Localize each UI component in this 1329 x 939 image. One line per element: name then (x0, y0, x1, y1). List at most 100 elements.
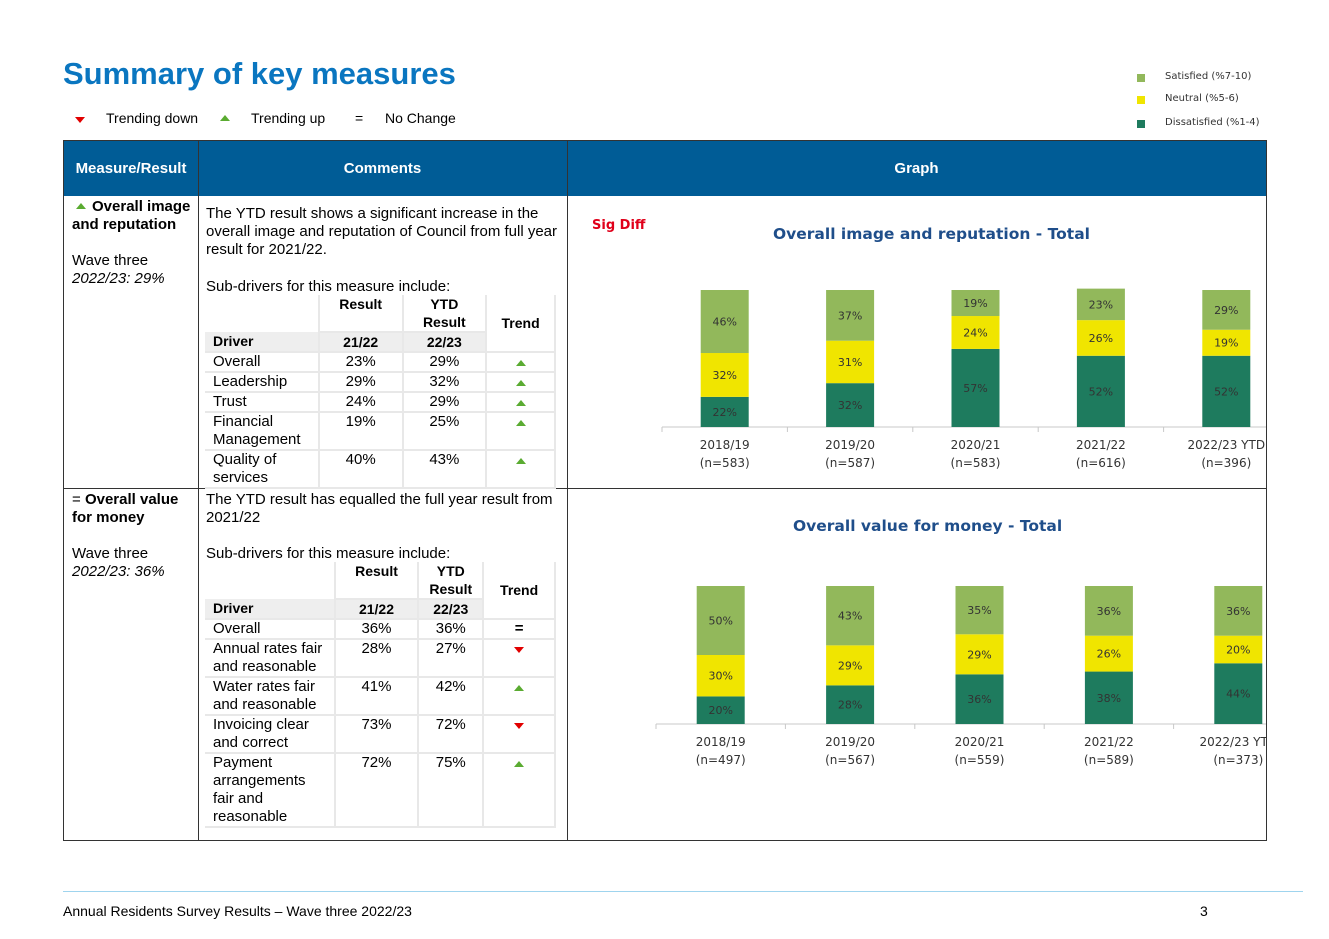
legend-swatch-neutral (1137, 96, 1145, 104)
col-year-1: 21/22 (318, 332, 404, 353)
measure-cell-value: = Overall value for money Wave three 202… (72, 491, 194, 581)
table-row: Leadership 29% 32% (205, 372, 556, 393)
x-tick-sample-size: (n=587) (825, 456, 875, 470)
bar-segment (696, 655, 745, 697)
table-row: Overall 23% 29% (205, 352, 556, 373)
data-label: 23% (1089, 298, 1113, 311)
x-tick-sample-size: (n=583) (951, 456, 1001, 470)
subdriver-table: Result YTD Result Trend Driver 21/22 22/… (205, 295, 556, 489)
x-tick-sample-size: (n=589) (1084, 753, 1134, 767)
x-tick-sample-size: (n=497) (696, 753, 746, 767)
bar-segment (955, 674, 1004, 724)
bar-segment (1214, 663, 1263, 724)
result-2223: 29% (402, 352, 488, 373)
col-trend: Trend (483, 562, 556, 620)
result-2122: 36% (334, 619, 420, 640)
key-trending-down-label: Trending down (106, 110, 199, 126)
measure-title: Overall value for money (72, 491, 179, 526)
bar-segment (955, 634, 1004, 675)
subdrivers-intro: Sub-drivers for this measure include: (206, 545, 451, 562)
result-2223: 27% (418, 639, 485, 678)
footer-text: Annual Residents Survey Results – Wave t… (63, 903, 412, 919)
result-2223: 36% (418, 619, 485, 640)
data-label: 19% (1214, 337, 1238, 350)
legend-swatch-dissatisfied (1137, 120, 1145, 128)
data-label: 22% (712, 406, 736, 419)
table-row: Water rates fair and reasonable 41% 42% (205, 677, 556, 716)
bar-segment (826, 645, 875, 686)
result-2223: 29% (402, 392, 488, 413)
bar-segment (1214, 586, 1263, 636)
bar-segment (1202, 290, 1251, 330)
data-label: 36% (1226, 605, 1250, 618)
data-label: 28% (838, 699, 862, 712)
sig-diff-annotation: Sig Diff (592, 218, 646, 233)
x-tick-sample-size: (n=373) (1213, 753, 1263, 767)
trending-up-icon (220, 115, 230, 121)
no-change-icon: = (72, 491, 81, 508)
bar-segment (1084, 586, 1133, 636)
result-2122: 29% (318, 372, 404, 393)
bar-segment (1076, 355, 1125, 427)
data-label: 52% (1089, 385, 1113, 398)
wave-label: Wave three (72, 252, 149, 269)
trending-up-icon (515, 420, 526, 426)
bar-segment (696, 586, 745, 655)
chart-value-for-money: 20% 30% 50% 2018/19 (n=497) 28% 29% 43% 2019/20 (… (655, 586, 1266, 767)
x-tick-label: 2021/22 (1076, 438, 1126, 452)
data-label: 24% (963, 326, 987, 339)
result-2122: 28% (334, 639, 420, 678)
bar-segment (1084, 671, 1133, 724)
row-divider (64, 488, 1266, 489)
bar-segment (696, 696, 745, 724)
driver-name: Quality of services (205, 450, 320, 489)
x-tick-label: 2021/22 (1084, 735, 1134, 749)
table-row: Overall 36% 36% = (205, 619, 556, 640)
data-label: 26% (1097, 648, 1121, 661)
col-result: Result (334, 562, 420, 600)
bar-segment (951, 348, 1000, 427)
table-row: Quality of services 40% 43% (205, 450, 556, 489)
data-label: 29% (967, 648, 991, 661)
column-divider (198, 141, 199, 841)
bar-segment (826, 340, 875, 384)
no-change-icon: = (483, 619, 556, 640)
driver-name: Payment arrangements fair and reasonable (205, 753, 336, 828)
x-tick-sample-size: (n=559) (955, 753, 1005, 767)
table-row: Annual rates fair and reasonable 28% 27% (205, 639, 556, 678)
result-2223: 32% (402, 372, 488, 393)
legend-label-neutral: Neutral (%5-6) (1165, 93, 1239, 104)
page-title: Summary of key measures (63, 56, 456, 91)
trending-up-icon (515, 400, 526, 406)
bar-segment (700, 396, 749, 427)
comment-text: The YTD result shows a significant incre… (206, 205, 558, 258)
x-tick-sample-size: (n=616) (1076, 456, 1126, 470)
driver-name: Annual rates fair and reasonable (205, 639, 336, 678)
result-2122: 40% (318, 450, 404, 489)
bar-segment (1084, 635, 1133, 672)
driver-name: Leadership (205, 372, 320, 393)
wave-value: 2022/23: 36% (72, 563, 165, 580)
result-2223: 42% (418, 677, 485, 716)
trending-up-icon (515, 458, 526, 464)
x-tick-label: 2018/19 (696, 735, 746, 749)
x-tick-label: 2020/21 (955, 735, 1005, 749)
chart-title: Overall value for money - Total (793, 517, 1063, 535)
bar-segment (951, 290, 1000, 317)
x-tick-label: 2020/21 (951, 438, 1001, 452)
wave-value: 2022/23: 29% (72, 270, 165, 287)
x-tick-label: 2019/20 (825, 438, 875, 452)
col-trend: Trend (486, 295, 556, 353)
x-tick-sample-size: (n=396) (1201, 456, 1251, 470)
result-2122: 72% (334, 753, 420, 828)
key-no-change-label: No Change (385, 110, 456, 126)
data-label: 46% (712, 316, 736, 329)
trending-down-icon (75, 117, 85, 123)
bar-segment (826, 290, 875, 341)
data-label: 30% (708, 670, 732, 683)
page-number: 3 (1200, 903, 1208, 919)
result-2122: 23% (318, 352, 404, 373)
header-graph: Graph (567, 141, 1266, 196)
driver-name: Overall (205, 619, 336, 640)
legend-label-satisfied: Satisfied (%7-10) (1165, 71, 1252, 82)
